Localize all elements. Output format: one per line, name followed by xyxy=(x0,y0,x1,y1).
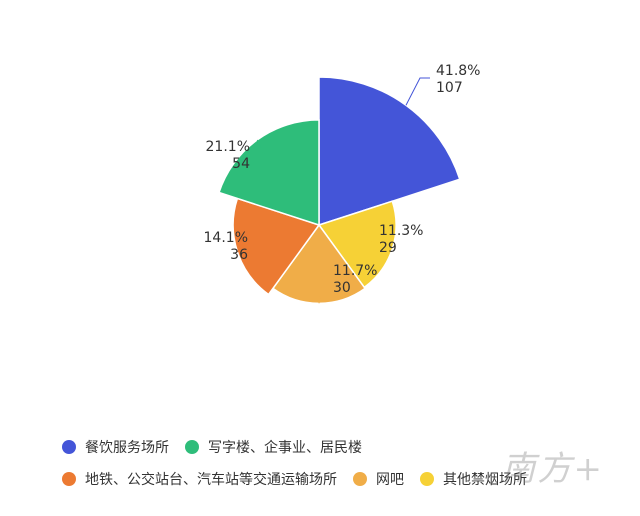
legend-label-dining: 餐饮服务场所 xyxy=(85,440,169,456)
data-label-value-dining: 107 xyxy=(436,80,463,96)
legend-label-transport: 地铁、公交站台、汽车站等交通运输场所 xyxy=(85,472,337,488)
legend-item-dining[interactable]: 餐饮服务场所 xyxy=(62,436,169,458)
legend-swatch-transport xyxy=(62,472,76,486)
rose-slice-internet-cafe[interactable] xyxy=(271,223,367,305)
leader-line-transport xyxy=(237,244,263,253)
watermark-logo: 南方+ xyxy=(501,449,604,489)
legend-label-other: 其他禁烟场所 xyxy=(443,472,527,488)
chart-legend: 餐饮服务场所 写字楼、企事业、居民楼 地铁、公交站台、汽车站等交通运输场所 网吧… xyxy=(62,436,622,490)
leader-line-dining xyxy=(405,77,430,106)
data-label-value-transport: 36 xyxy=(230,247,248,263)
legend-swatch-internet-cafe xyxy=(353,472,367,486)
data-label-value-other: 29 xyxy=(379,240,397,256)
leader-line-internet-cafe xyxy=(318,277,332,304)
legend-swatch-other xyxy=(420,472,434,486)
leader-line-office xyxy=(254,139,265,155)
legend-item-transport[interactable]: 地铁、公交站台、汽车站等交通运输场所 xyxy=(62,468,337,490)
rose-slice-office[interactable] xyxy=(218,119,320,227)
legend-swatch-dining xyxy=(62,440,76,454)
data-label-value-internet-cafe: 30 xyxy=(333,280,351,296)
legend-item-office[interactable]: 写字楼、企事业、居民楼 xyxy=(185,436,362,458)
legend-item-other[interactable]: 其他禁烟场所 xyxy=(420,468,527,490)
data-label-percent-dining: 41.8% xyxy=(436,63,480,79)
legend-swatch-office xyxy=(185,440,199,454)
data-label-percent-internet-cafe: 11.7% xyxy=(333,263,377,279)
data-label-value-office: 54 xyxy=(232,156,250,172)
rose-slice-dining[interactable] xyxy=(318,76,461,227)
leader-line-other xyxy=(361,237,393,250)
rose-slice-transport[interactable] xyxy=(232,197,321,296)
legend-label-office: 写字楼、企事业、居民楼 xyxy=(208,440,362,456)
legend-label-internet-cafe: 网吧 xyxy=(376,472,404,488)
data-label-percent-office: 21.1% xyxy=(206,139,250,155)
data-label-percent-transport: 14.1% xyxy=(204,230,248,246)
data-label-percent-other: 11.3% xyxy=(379,223,423,239)
legend-item-internet-cafe[interactable]: 网吧 xyxy=(353,468,404,490)
